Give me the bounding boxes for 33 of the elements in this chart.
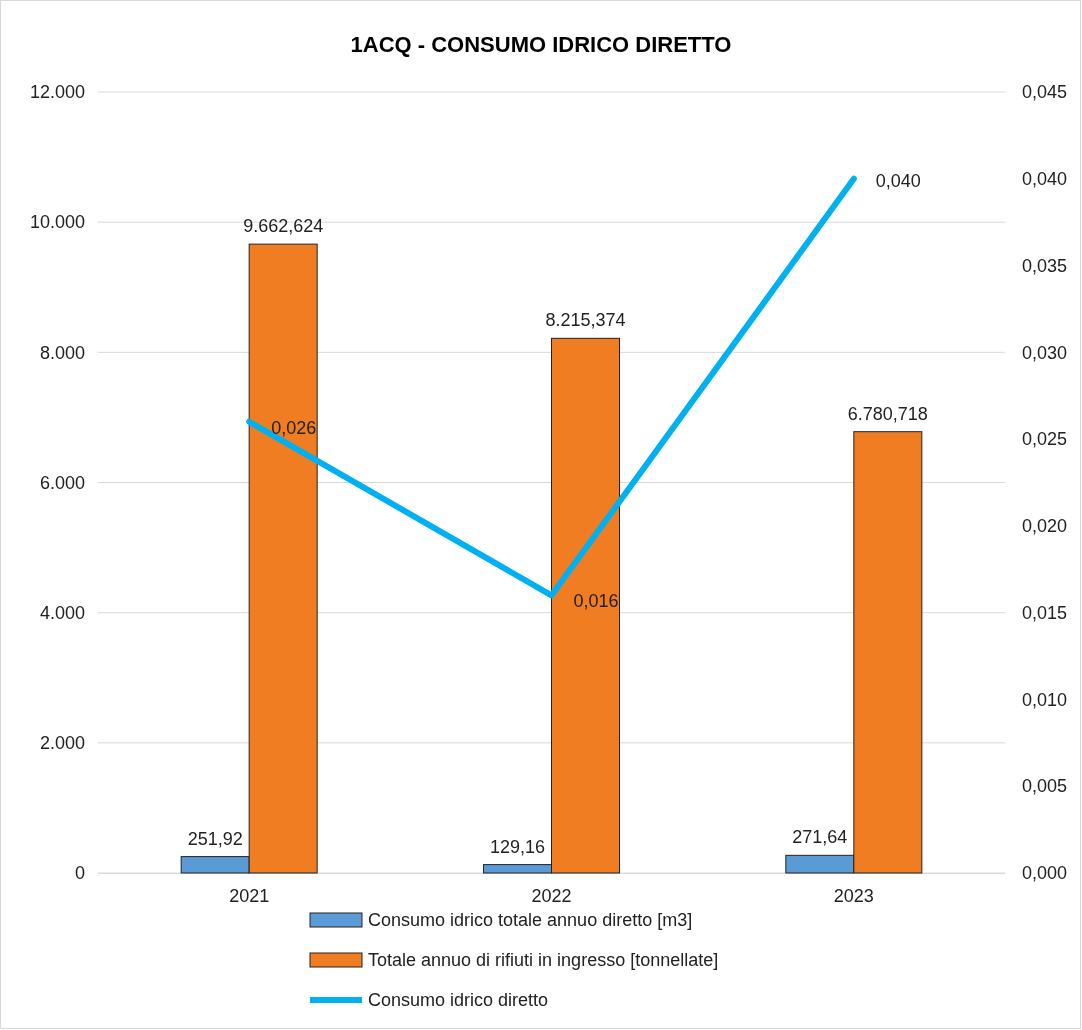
data-label: 6.780,718	[847, 403, 928, 424]
legend-label: Consumo idrico totale annuo diretto [m3]	[368, 910, 693, 930]
chart-title: 1ACQ - CONSUMO IDRICO DIRETTO	[350, 32, 732, 57]
y2-tick-label: 0,015	[1022, 602, 1068, 623]
data-label: 251,92	[187, 828, 243, 849]
data-label: 0,016	[573, 591, 619, 612]
y-tick-label: 10.000	[29, 212, 85, 233]
y2-tick-label: 0,045	[1022, 82, 1068, 103]
y2-tick-label: 0,030	[1022, 342, 1068, 363]
legend-label: Consumo idrico diretto	[368, 990, 549, 1010]
x-tick-label: 2023	[833, 885, 874, 906]
y2-tick-label: 0,005	[1022, 776, 1068, 797]
y2-tick-label: 0,020	[1022, 516, 1068, 537]
y2-tick-label: 0,040	[1022, 169, 1068, 190]
data-label: 271,64	[792, 827, 848, 848]
y2-tick-label: 0,010	[1022, 689, 1068, 710]
legend-label: Totale annuo di rifiuti in ingresso [tonnellate]	[368, 950, 719, 970]
data-label: 0,026	[271, 417, 317, 438]
data-label: 129,16	[489, 836, 546, 857]
y-tick-label: 0	[74, 863, 85, 884]
data-label: 0,040	[875, 170, 921, 191]
y-tick-label: 4.000	[39, 602, 85, 623]
y-tick-label: 2.000	[39, 733, 85, 754]
data-label: 9.662,624	[243, 216, 324, 237]
y-tick-label: 12.000	[29, 82, 85, 103]
x-tick-label: 2021	[229, 885, 270, 906]
data-label: 8.215,374	[545, 310, 626, 331]
y2-tick-label: 0,025	[1022, 429, 1068, 450]
x-tick-label: 2022	[531, 885, 572, 906]
y2-tick-label: 0,035	[1022, 255, 1068, 276]
y-tick-label: 8.000	[39, 342, 85, 363]
y-tick-label: 6.000	[39, 472, 85, 493]
y2-tick-label: 0,000	[1022, 863, 1068, 884]
